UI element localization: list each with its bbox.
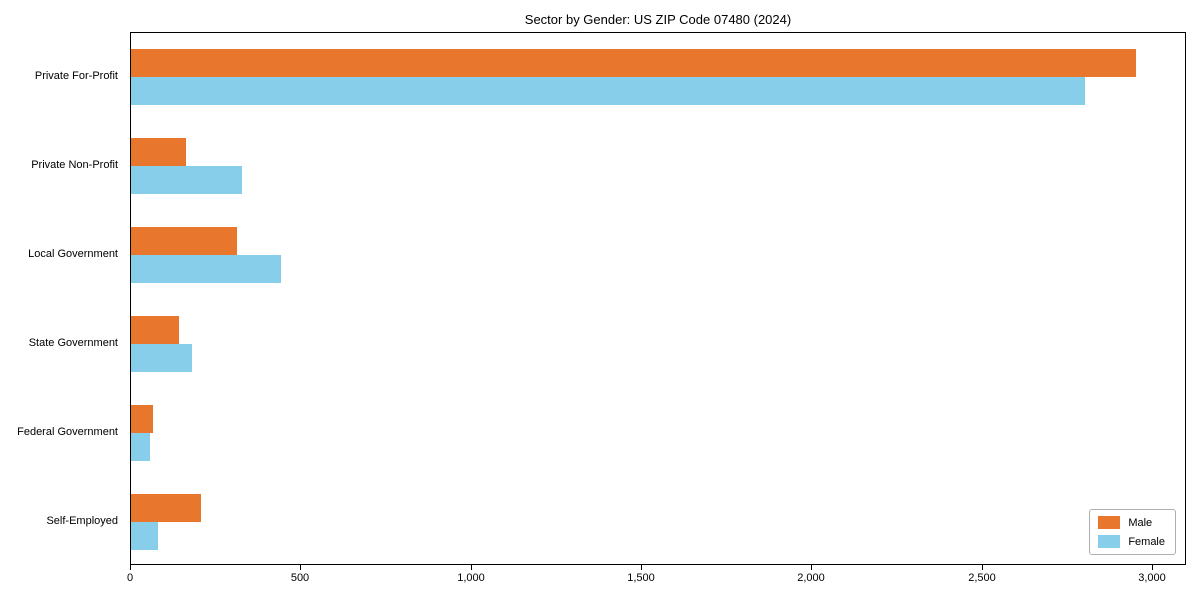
x-tick-label: 1,500	[627, 572, 655, 584]
x-tick-mark	[300, 565, 301, 570]
x-tick-mark	[811, 565, 812, 570]
bar-female-private-for-profit	[131, 77, 1085, 106]
x-tick-mark	[471, 565, 472, 570]
x-tick-label: 2,000	[797, 572, 825, 584]
chart-title: Sector by Gender: US ZIP Code 07480 (202…	[524, 12, 792, 27]
plot-area: Male Female	[130, 32, 1186, 565]
legend-swatch-female	[1098, 535, 1121, 548]
y-axis-label-private-non-profit: Private Non-Profit	[31, 159, 118, 172]
y-axis-label-state-government: State Government	[28, 336, 118, 349]
legend-swatch-male	[1098, 516, 1121, 529]
bar-female-private-non-profit	[131, 166, 242, 195]
x-tick-label: 1,000	[457, 572, 485, 584]
bar-female-state-government	[131, 343, 192, 372]
x-tick-mark	[1152, 565, 1153, 570]
y-axis-label-self-employed: Self-Employed	[46, 514, 118, 527]
bar-male-federal-government	[131, 404, 153, 433]
bar-male-private-for-profit	[131, 49, 1136, 78]
y-axis-labels: Private For-Profit Private Non-Profit Loca…	[0, 32, 124, 565]
y-axis-label-private-for-profit: Private For-Profit	[34, 70, 118, 83]
bar-male-state-government	[131, 315, 179, 344]
bar-male-local-government	[131, 227, 237, 256]
y-axis-label-local-government: Local Government	[28, 248, 118, 261]
bar-female-self-employed	[131, 521, 158, 550]
legend-label-female: Female	[1128, 535, 1165, 548]
x-axis: 0 500 1,000 1,500 2,000 2,500 3,000	[126, 565, 1186, 589]
y-axis-label-federal-government: Federal Government	[17, 425, 118, 438]
x-tick-mark	[641, 565, 642, 570]
legend-label-male: Male	[1128, 516, 1153, 529]
bar-male-self-employed	[131, 493, 201, 522]
x-tick-label: 0	[126, 572, 134, 584]
x-tick-mark	[982, 565, 983, 570]
legend-item-female: Female	[1098, 535, 1165, 548]
legend-item-male: Male	[1098, 516, 1165, 529]
bar-male-private-non-profit	[131, 138, 186, 167]
bar-female-local-government	[131, 255, 281, 284]
x-tick-mark	[130, 565, 131, 570]
bar-female-federal-government	[131, 432, 150, 461]
legend: Male Female	[1089, 509, 1176, 555]
x-tick-label: 3,000	[1138, 572, 1166, 584]
x-tick-label: 2,500	[968, 572, 996, 584]
x-tick-label: 500	[290, 572, 310, 584]
